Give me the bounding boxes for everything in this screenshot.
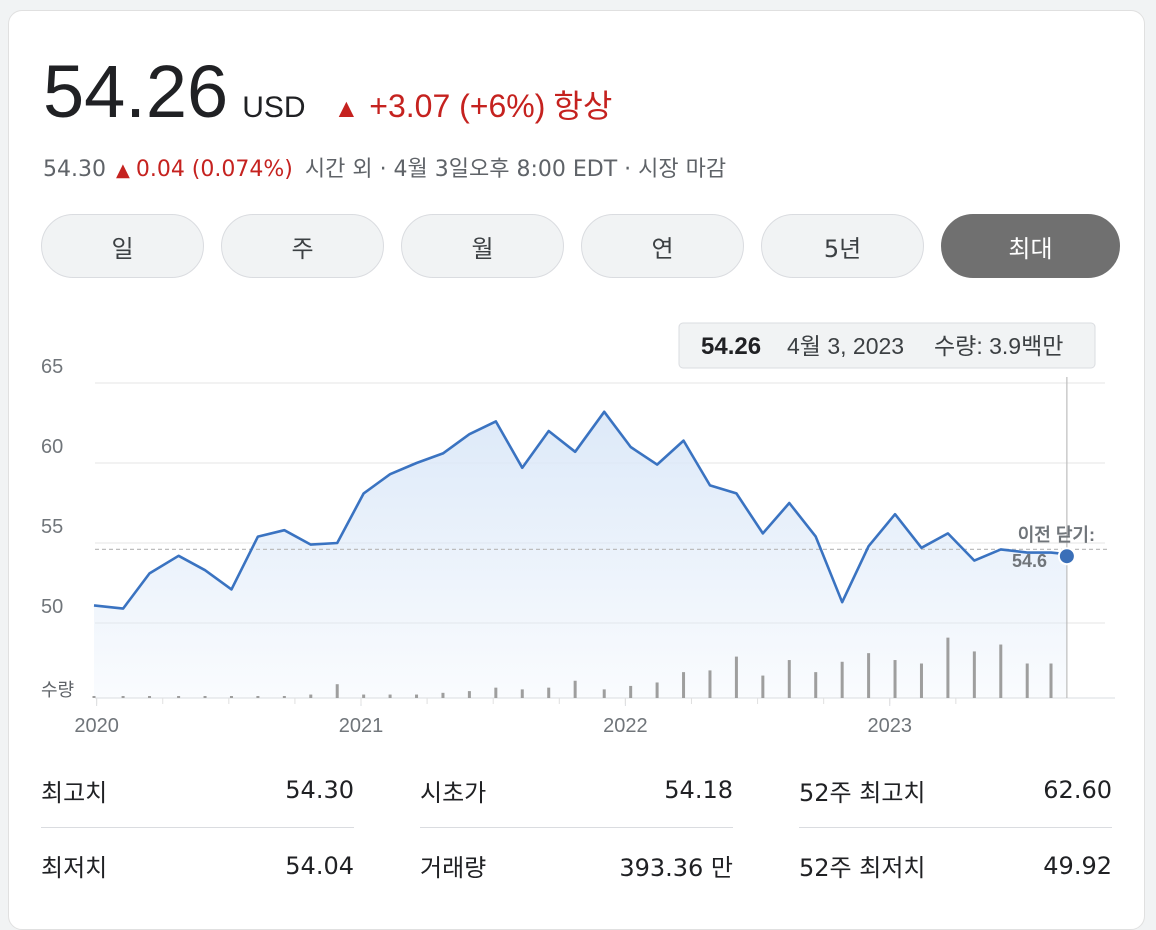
previous-close-value: 54.6 [1012,551,1047,571]
stats-row: 최고치 54.30 시초가 54.18 52주 최고치 62.60 [41,753,1113,828]
volume-bar [602,689,606,698]
volume-bar [256,696,260,698]
y-tick-label: 55 [41,516,63,538]
volume-bar [1049,663,1053,698]
stat-label: 52주 최저치 [799,854,926,882]
x-tick-label: 2021 [339,715,384,737]
x-tick-label: 2020 [74,715,119,737]
stat-label: 52주 최고치 [799,778,926,807]
volume-bar [388,694,392,698]
volume-bar [467,691,471,698]
stat-low: 최저치 54.04 [41,828,354,903]
volume-bar [415,694,419,698]
tab-day[interactable]: 일 [41,214,204,278]
volume-bar [362,694,366,698]
stats-row: 최저치 54.04 거래량 393.36 만 52주 최저치 49.92 [41,828,1113,903]
volume-bar [573,680,577,698]
volume-bar [972,651,976,698]
stat-value: 393.36 만 [619,854,733,882]
volume-bar [547,687,551,698]
volume-bar [655,682,659,698]
tab-month[interactable]: 월 [401,214,564,278]
volume-bar [441,692,445,698]
volume-bar [92,696,96,698]
stat-value: 54.30 [285,776,354,804]
stats-table: 최고치 54.30 시초가 54.18 52주 최고치 62.60 최저치 54… [41,753,1113,903]
price-change-value: +3.07 (+6%) [369,88,546,124]
x-tick-label: 2022 [603,715,648,737]
up-arrow-icon: ▲ [333,93,360,123]
price-line [93,410,1068,610]
price-header: 54.26 USD ▲ +3.07 (+6%) 항상 [43,55,612,129]
tooltip-price: 54.26 [701,333,761,360]
price-change: ▲ +3.07 (+6%) 항상 [334,81,613,127]
current-point-marker [1057,547,1076,566]
price-area-fill [94,411,1067,698]
previous-close-label: 이전 닫기: [1018,525,1095,545]
volume-axis-label: 수량 [41,680,74,700]
volume-bar [229,696,233,698]
stat-value: 49.92 [1043,851,1112,880]
stat-label: 최저치 [41,854,108,882]
up-arrow-icon: ▲ [115,160,130,181]
volume-bar [309,694,313,698]
volume-bar [946,637,950,698]
volume-bar [682,672,686,698]
volume-bar [629,685,633,698]
volume-bar [787,660,791,698]
volume-bar [335,684,339,698]
price-change-direction: 항상 [553,88,613,124]
tab-year[interactable]: 연 [581,214,744,278]
currency-label: USD [242,91,306,124]
after-hours-row: 54.30 ▲ 0.04 (0.074%) 시간 외 · 4월 3일오후 8:0… [43,151,726,183]
after-hours-change-value: 0.04 (0.074%) [135,157,293,182]
volume-bar [177,696,181,698]
x-tick-label: 2023 [867,715,912,737]
volume-bar [494,687,498,698]
volume-bar [520,689,524,698]
y-tick-label: 50 [41,596,63,618]
tooltip-volume: 수량: 3.9백만 [934,333,1063,359]
y-tick-label: 60 [41,436,63,458]
volume-bar [814,672,818,698]
stock-quote-card: 54.26 USD ▲ +3.07 (+6%) 항상 54.30 ▲ 0.04 … [8,10,1145,930]
stat-open: 시초가 54.18 [420,753,733,828]
stat-value: 62.60 [1043,776,1112,804]
volume-bar [282,696,286,698]
volume-bar [867,653,871,698]
tooltip-box [678,322,1096,369]
y-tick-label: 65 [41,356,63,378]
volume-bar [840,661,844,698]
stat-high: 최고치 54.30 [41,753,354,828]
volume-bar [761,675,765,698]
range-tabs: 일 주 월 연 5년 최대 [41,214,1120,278]
volume-bar [203,696,207,698]
stat-volume: 거래량 393.36 만 [420,828,733,903]
volume-bar [893,660,897,698]
volume-bar [148,696,152,698]
stat-52w-low: 52주 최저치 49.92 [799,828,1112,903]
stat-value: 54.18 [664,776,733,804]
market-status-meta: 시간 외 · 4월 3일오후 8:00 EDT · 시장 마감 [304,157,727,182]
tab-week[interactable]: 주 [221,214,384,278]
tooltip-date: 4월 3, 2023 [787,333,904,359]
stat-value: 54.04 [285,851,354,880]
after-hours-change: ▲ 0.04 (0.074%) [116,157,293,182]
volume-bar [999,644,1003,698]
stat-label: 최고치 [41,778,108,807]
volume-bar [708,670,712,698]
current-price: 54.26 [43,50,229,133]
tab-5-years[interactable]: 5년 [761,214,924,278]
volume-bar [919,663,923,698]
volume-bar [734,656,738,698]
stat-52w-high: 52주 최고치 62.60 [799,753,1112,828]
tab-max[interactable]: 최대 [941,214,1120,278]
after-hours-price: 54.30 [43,157,106,182]
volume-bar [1025,663,1029,698]
stat-label: 거래량 [420,854,487,882]
volume-bar [121,696,125,698]
stat-label: 시초가 [420,778,487,807]
